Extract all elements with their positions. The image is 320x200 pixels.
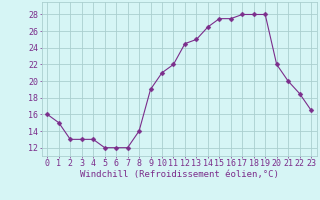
- X-axis label: Windchill (Refroidissement éolien,°C): Windchill (Refroidissement éolien,°C): [80, 170, 279, 179]
